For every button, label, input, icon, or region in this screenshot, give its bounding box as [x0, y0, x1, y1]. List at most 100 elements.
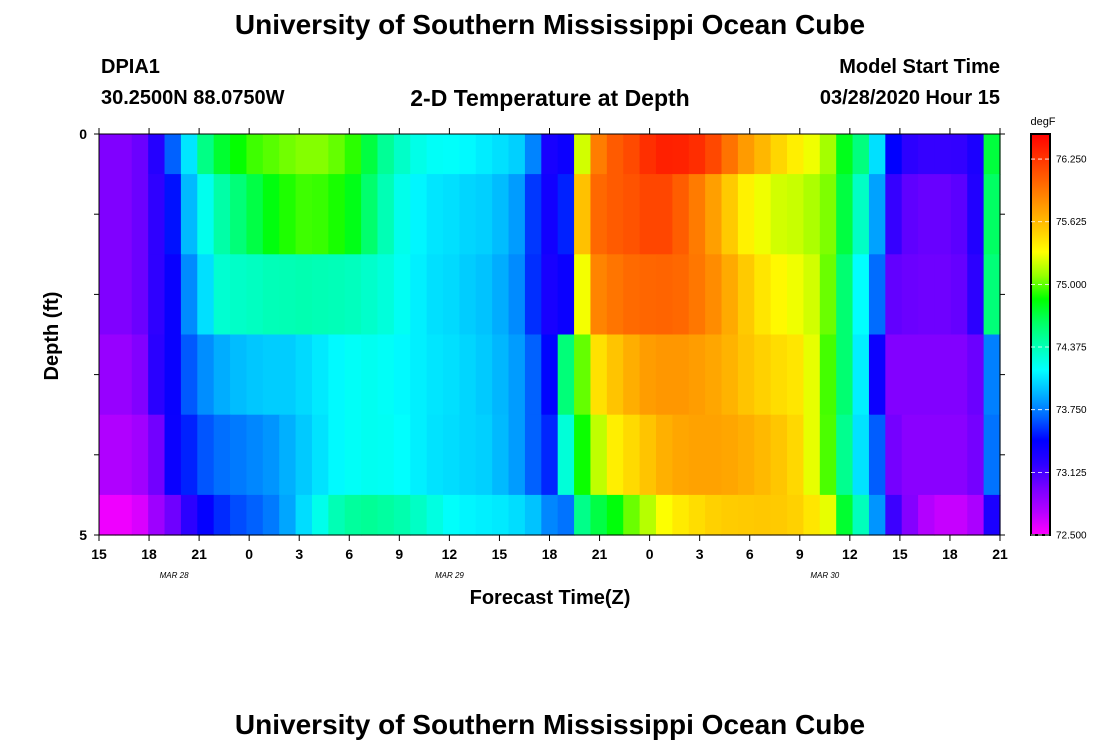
heatmap-cell: [983, 134, 1001, 175]
heatmap-cell: [328, 254, 346, 336]
heatmap-cell: [475, 134, 493, 175]
heatmap-cell: [836, 494, 854, 536]
heatmap-cell: [852, 414, 870, 496]
heatmap-cell: [819, 254, 837, 336]
x-tick-label: 18: [942, 546, 958, 562]
heatmap-cell: [705, 334, 723, 416]
heatmap-cell: [934, 334, 952, 416]
heatmap-cell: [443, 174, 460, 255]
heatmap-cell: [705, 414, 723, 496]
x-tick-label: 21: [592, 546, 608, 562]
heatmap-cell: [148, 254, 166, 336]
heatmap-cell: [557, 494, 575, 536]
heatmap-cell: [131, 334, 149, 416]
heatmap-cell: [557, 174, 575, 255]
heatmap-cell: [721, 254, 739, 336]
heatmap-cell: [541, 254, 559, 336]
heatmap-cell: [639, 334, 657, 416]
heatmap-cell: [574, 334, 592, 416]
heatmap-cell: [590, 494, 608, 536]
heatmap-cell: [328, 174, 346, 255]
heatmap-cell: [901, 334, 919, 416]
heatmap-cell: [672, 494, 690, 536]
heatmap-cell: [983, 414, 1001, 496]
heatmap-cell: [787, 134, 805, 175]
heatmap-cell: [443, 334, 460, 416]
x-tick-label: 12: [442, 546, 458, 562]
station-coordinates: 30.2500N 88.0750W: [101, 87, 285, 109]
heatmap-cell: [705, 494, 723, 536]
heatmap-cell: [361, 414, 379, 496]
y-tick-label: 0: [79, 126, 87, 142]
heatmap-cell: [524, 414, 542, 496]
heatmap-cell: [213, 414, 231, 496]
heatmap-cell: [148, 174, 166, 255]
heatmap-cell: [459, 254, 477, 336]
heatmap-cell: [639, 134, 657, 175]
heatmap-cell: [279, 134, 297, 175]
heatmap-cell: [852, 494, 870, 536]
heatmap-cell: [754, 254, 772, 336]
heatmap-cell: [770, 494, 788, 536]
heatmap-cell: [197, 254, 215, 336]
heatmap-cell: [361, 334, 379, 416]
heatmap-cell: [557, 414, 575, 496]
heatmap-cell: [164, 254, 182, 336]
heatmap-cell: [295, 494, 313, 536]
heatmap-cell: [623, 174, 641, 255]
heatmap-cell: [950, 494, 968, 536]
heatmap-cell: [393, 174, 411, 255]
heatmap-cell: [426, 494, 444, 536]
heatmap-cell: [164, 134, 182, 175]
heatmap-cell: [230, 334, 248, 416]
heatmap-cell: [950, 414, 968, 496]
heatmap-cell: [311, 494, 329, 536]
model-start-value: 03/28/2020 Hour 15: [819, 87, 1000, 109]
x-tick-label: 9: [395, 546, 403, 562]
heatmap-cell: [770, 334, 788, 416]
heatmap-cell: [803, 494, 821, 536]
heatmap-cell: [508, 414, 526, 496]
chart-subtitle: 2-D Temperature at Depth: [410, 85, 690, 111]
heatmap-cell: [295, 254, 313, 336]
heatmap-cell: [868, 254, 886, 336]
heatmap-cell: [99, 414, 116, 496]
colorbar-tick-label: 75.000: [1056, 280, 1087, 291]
heatmap-cell: [213, 134, 231, 175]
heatmap-cell: [508, 254, 526, 336]
heatmap-cell: [737, 134, 755, 175]
heatmap-cell: [606, 134, 624, 175]
y-tick-label: 5: [79, 527, 87, 543]
x-tick-label: 21: [992, 546, 1008, 562]
heatmap-cell: [180, 174, 198, 255]
heatmap-cell: [492, 254, 510, 336]
heatmap-cell: [99, 334, 116, 416]
heatmap-cell: [492, 134, 510, 175]
heatmap-cell: [885, 134, 903, 175]
colorbar-tick-label: 74.375: [1056, 343, 1087, 354]
colorbar-tick-label: 75.625: [1056, 217, 1087, 228]
heatmap-cell: [590, 254, 608, 336]
heatmap-cell: [524, 174, 542, 255]
heatmap-cell: [475, 334, 493, 416]
heatmap-cell: [705, 134, 723, 175]
heatmap-cell: [574, 254, 592, 336]
heatmap-cell: [410, 334, 428, 416]
heatmap-cell: [901, 414, 919, 496]
x-tick-label: 3: [696, 546, 704, 562]
heatmap-cell: [115, 134, 133, 175]
heatmap-cell: [934, 494, 952, 536]
model-start-label: Model Start Time: [839, 56, 1000, 78]
heatmap-cell: [934, 174, 952, 255]
page-title: University of Southern Mississippi Ocean…: [234, 9, 866, 40]
heatmap-cell: [983, 334, 1001, 416]
heatmap-cell: [918, 134, 936, 175]
colorbar-tick-label: 76.250: [1056, 155, 1087, 166]
heatmap-cell: [918, 254, 936, 336]
heatmap-cell: [197, 414, 215, 496]
heatmap-cell: [754, 334, 772, 416]
heatmap-cell: [754, 174, 772, 255]
heatmap-cell: [131, 134, 149, 175]
y-axis-label: Depth (ft): [41, 292, 63, 381]
heatmap-cell: [721, 494, 739, 536]
